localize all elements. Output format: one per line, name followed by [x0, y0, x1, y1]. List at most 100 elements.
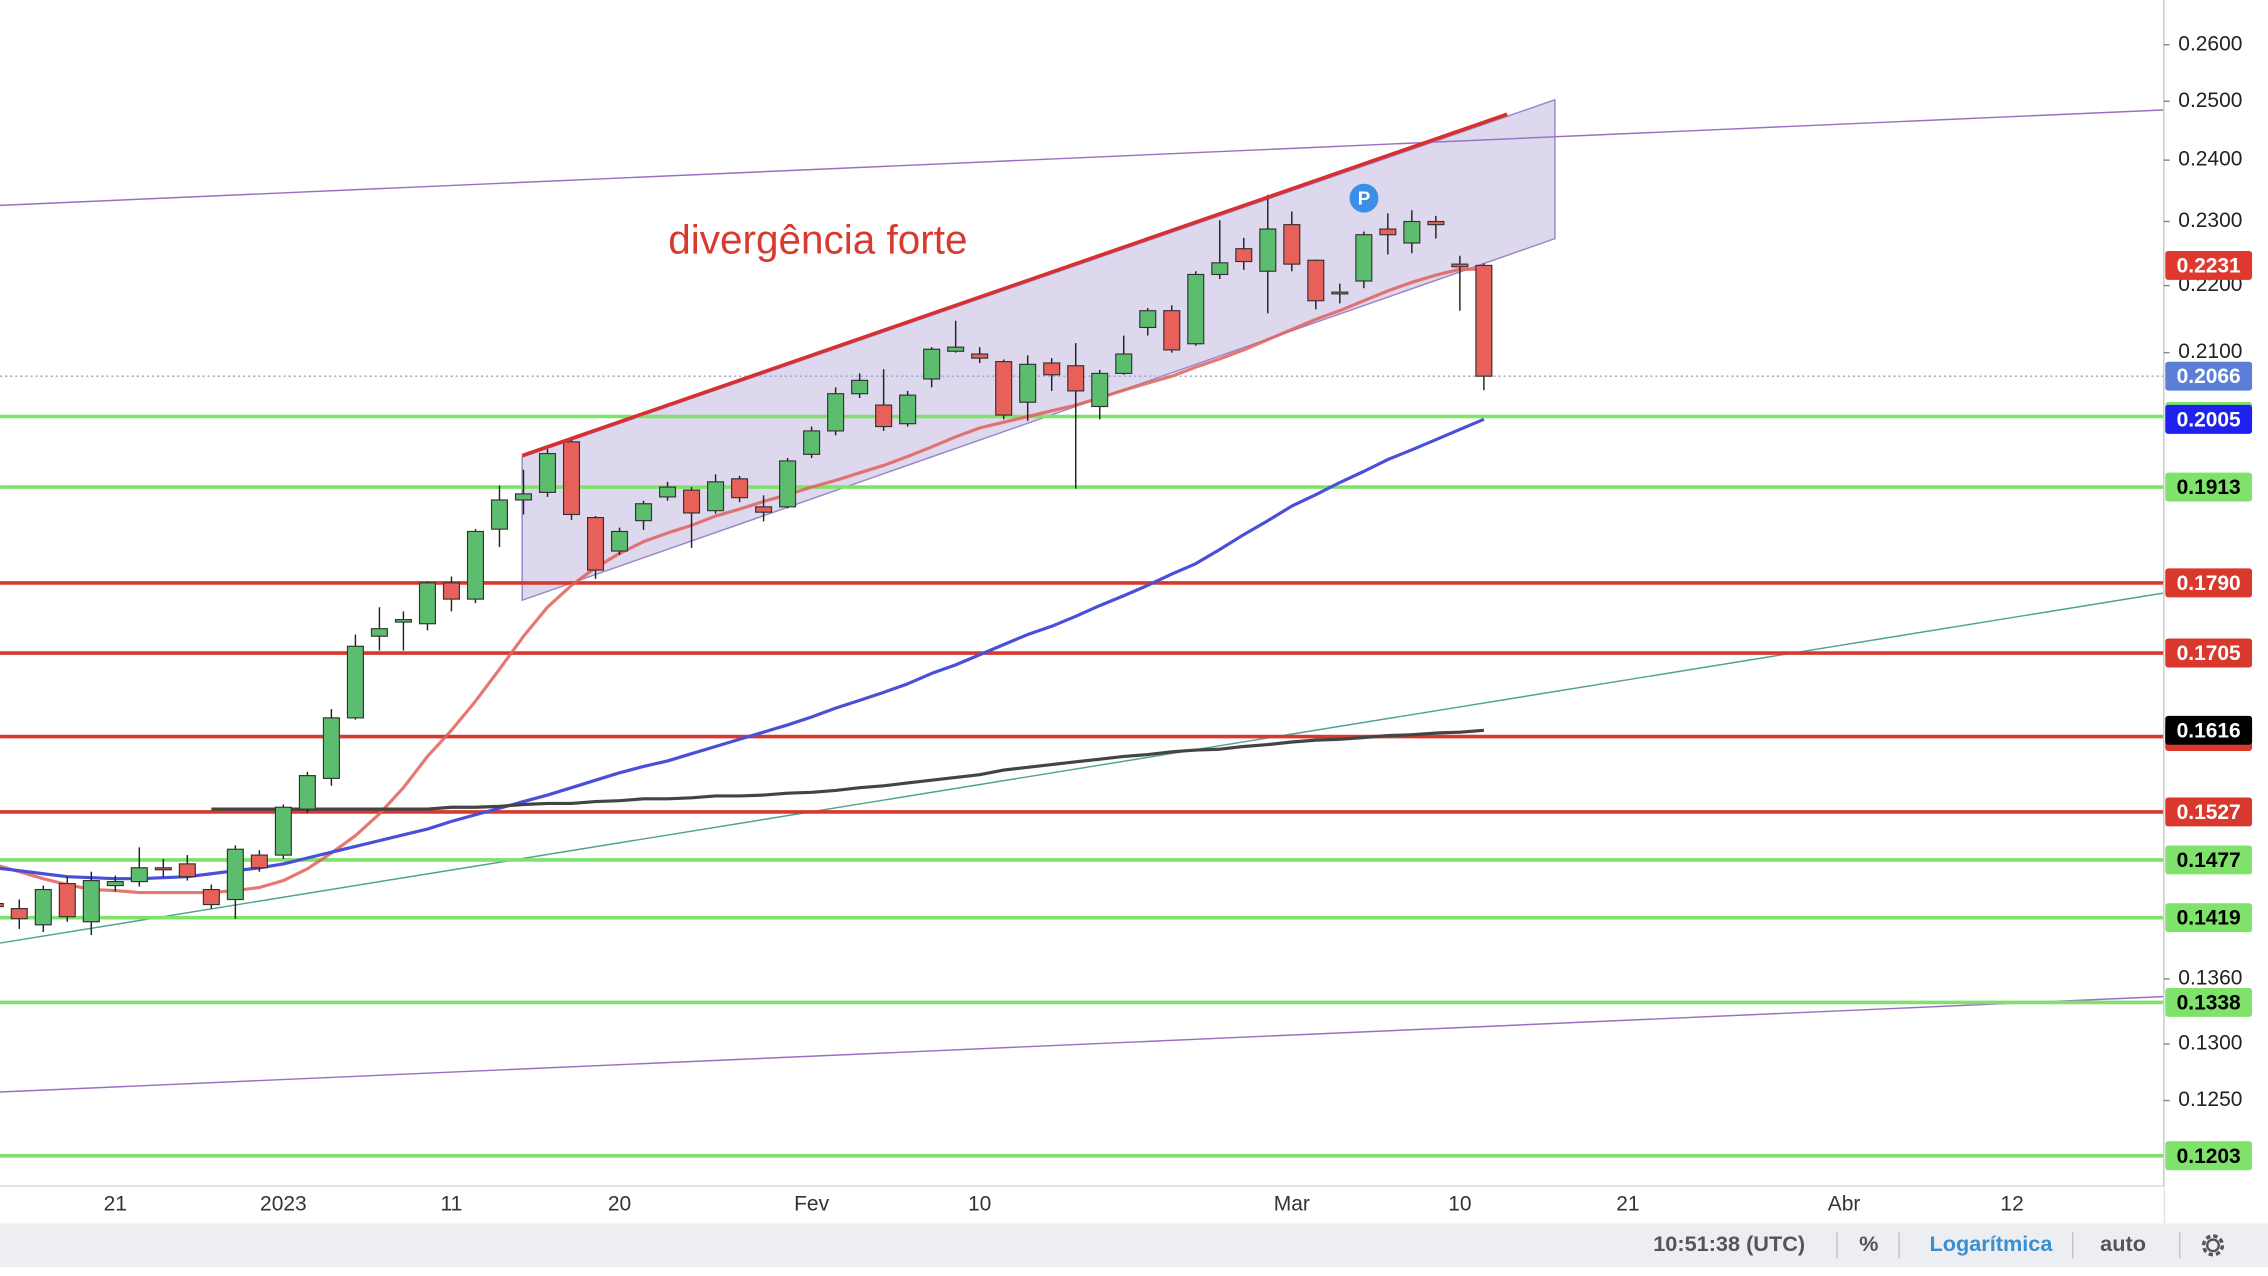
candle-body: [0, 902, 4, 908]
price-tag-label: 0.1527: [2177, 801, 2241, 824]
price-tag-label: 0.1419: [2177, 907, 2241, 930]
price-tag: [2165, 987, 2253, 1017]
candle-body: [322, 717, 340, 779]
channel-top-line: [521, 112, 1508, 458]
price-tag-label: 0.2066: [2177, 365, 2241, 388]
price-tag: [2165, 1141, 2253, 1171]
candle-body: [178, 863, 196, 878]
candle-body: [106, 881, 124, 887]
price-lines: [0, 375, 2164, 1158]
toolbar-auto[interactable]: auto: [2100, 1231, 2146, 1256]
price-tag-label: 0.1790: [2177, 572, 2241, 595]
y-tick-label: 0.2600: [2178, 32, 2242, 55]
x-tick-label: 12: [2000, 1192, 2023, 1215]
candle-body: [899, 394, 917, 425]
candle-body: [490, 499, 509, 530]
candle-body: [250, 854, 268, 869]
candle-body: [1379, 228, 1397, 236]
price-tag-label: 0.1338: [2177, 991, 2241, 1014]
candle-body: [1067, 365, 1085, 392]
toolbar-percent[interactable]: %: [1859, 1231, 1878, 1256]
moving-average: [211, 728, 1485, 811]
candle-body: [755, 506, 773, 513]
candle-body: [779, 460, 797, 508]
price-tag-label: 0.2005: [2177, 408, 2241, 431]
candle-body: [1019, 363, 1037, 403]
price-tag-label: 0.1477: [2177, 849, 2241, 872]
x-tick-label: 11: [441, 1192, 463, 1215]
trend-line: [0, 109, 2164, 207]
candle-body: [1187, 273, 1205, 345]
candle-body: [154, 867, 172, 871]
settings-icon[interactable]: [2201, 1234, 2225, 1257]
x-tick-label: 21: [1616, 1192, 1639, 1215]
candle-body: [1043, 362, 1061, 376]
price-tag: [2165, 568, 2253, 598]
candle-body: [298, 775, 316, 810]
price-tag: [2165, 361, 2253, 391]
price-tag-label: 0.1203: [2177, 1145, 2241, 1168]
candle-body: [971, 353, 989, 359]
annotations: divergência forte P: [521, 112, 1508, 458]
candles: [0, 194, 1493, 936]
candle-body: [562, 441, 581, 516]
candle-body: [442, 582, 460, 600]
candle-body: [1427, 220, 1445, 226]
candle-body: [466, 530, 484, 600]
y-tick-label: 0.2500: [2178, 89, 2242, 112]
marker-label: P: [1358, 188, 1371, 209]
toolbar: [0, 1223, 2268, 1268]
trend-line: [0, 995, 2164, 1093]
candle-body: [538, 452, 557, 493]
toolbar-scale[interactable]: Logarítmica: [1930, 1231, 2054, 1256]
x-tick-label: Abr: [1828, 1192, 1861, 1215]
candle-body: [1139, 310, 1157, 329]
candle-body: [10, 908, 28, 920]
price-tag: [2165, 638, 2253, 668]
candle-body: [659, 486, 677, 498]
annotation: divergência forte: [668, 217, 967, 263]
candle-body: [202, 888, 220, 906]
candle-body: [995, 361, 1013, 416]
price-tag-label: 0.1705: [2177, 642, 2241, 665]
candle-body: [731, 478, 749, 499]
y-tick-label: 0.2100: [2178, 340, 2242, 363]
price-tag: [2165, 845, 2253, 875]
candle-body: [586, 516, 605, 571]
x-tick-label: Mar: [1274, 1192, 1310, 1215]
candle-body: [1355, 234, 1373, 282]
y-tick-label: 0.1300: [2178, 1032, 2242, 1055]
candle-body: [130, 867, 148, 883]
candle-body: [394, 619, 412, 623]
toolbar-time: 10:51:38 (UTC): [1653, 1231, 1805, 1256]
candle-body: [346, 645, 364, 719]
price-tag: [2165, 472, 2253, 502]
x-tick-label: Fev: [794, 1192, 829, 1215]
price-tags: 0.20090.19130.17900.17050.16090.15270.14…: [2165, 250, 2253, 1171]
candle-body: [1283, 224, 1301, 265]
candle-body: [827, 393, 845, 432]
price-tag: [2165, 797, 2253, 827]
price-tag-label: 0.1913: [2177, 476, 2241, 499]
y-tick-label: 0.1250: [2178, 1088, 2242, 1111]
x-tick-label: 10: [1448, 1192, 1471, 1215]
candle-body: [1211, 262, 1229, 276]
price-tag-label: 0.1616: [2177, 719, 2241, 742]
price-tag-label: 0.2231: [2177, 254, 2241, 277]
candle-body: [82, 880, 100, 923]
time-axis: [0, 1186, 2164, 1224]
candle-body: [370, 628, 388, 637]
candle-body: [1163, 310, 1181, 351]
x-tick-label: 21: [104, 1192, 127, 1215]
candle-body: [514, 493, 533, 501]
candle-body: [418, 582, 436, 625]
price-tag: [2165, 715, 2253, 745]
candle-body: [851, 379, 869, 395]
price-tag: [2165, 903, 2253, 933]
candle-body: [226, 848, 244, 901]
candle-body: [634, 503, 653, 522]
price-axis: [2163, 0, 2268, 1224]
